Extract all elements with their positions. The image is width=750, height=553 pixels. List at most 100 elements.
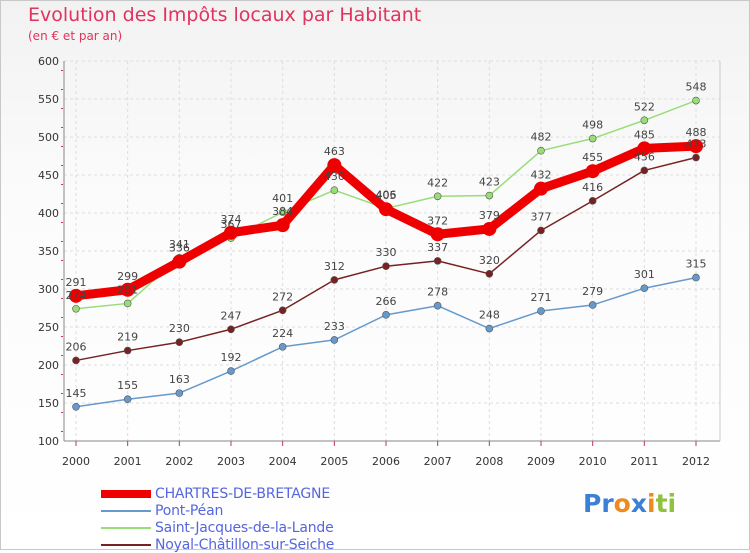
data-point [534, 181, 548, 196]
x-tick-label: 2003 [217, 455, 245, 468]
data-point [275, 218, 290, 233]
data-label: 485 [634, 128, 655, 141]
y-tick-label: 450 [38, 169, 59, 182]
y-tick-label: 250 [38, 321, 59, 334]
legend-item: Saint-Jacques-de-la-Lande [101, 519, 334, 536]
data-label: 247 [221, 309, 242, 322]
data-label: 145 [66, 387, 87, 400]
data-point [327, 158, 342, 173]
y-tick-label: 100 [38, 435, 59, 448]
data-label: 406 [376, 188, 397, 201]
data-point [330, 336, 339, 344]
data-label: 274 [66, 289, 87, 302]
data-point [123, 299, 132, 308]
x-tick-label: 2005 [320, 455, 348, 468]
data-label: 266 [376, 295, 397, 308]
data-point [640, 116, 649, 125]
data-point [692, 273, 700, 282]
data-point [123, 346, 132, 355]
data-label: 367 [221, 218, 242, 231]
data-label: 422 [427, 176, 448, 189]
legend-swatch [101, 526, 151, 529]
y-tick-label: 200 [38, 359, 59, 372]
data-label: 463 [324, 145, 345, 158]
data-point [330, 276, 339, 284]
data-point [72, 304, 80, 313]
data-label: 548 [686, 81, 707, 94]
data-point [120, 282, 135, 297]
data-point [588, 301, 597, 309]
data-label: 315 [686, 258, 707, 271]
data-label: 455 [582, 151, 603, 164]
data-label: 456 [634, 150, 655, 163]
data-point [69, 288, 83, 303]
legend-item: Noyal-Châtillon-sur-Seiche [101, 536, 334, 553]
data-point [433, 192, 442, 201]
data-label: 423 [479, 176, 500, 189]
data-label: 299 [117, 270, 138, 283]
chart-legend: CHARTRES-DE-BRETAGNE Pont-Péan Saint-Jacqu… [101, 485, 334, 553]
data-label: 337 [427, 241, 448, 254]
data-point [224, 225, 238, 240]
data-point [537, 226, 545, 235]
y-tick-label: 150 [38, 397, 59, 410]
data-point [640, 284, 649, 293]
data-point [227, 367, 235, 375]
data-label: 230 [169, 322, 190, 335]
data-point [382, 311, 390, 319]
x-tick-label: 2008 [475, 455, 503, 468]
data-point [278, 208, 287, 217]
legend-label: Noyal-Châtillon-sur-Seiche [155, 536, 335, 553]
data-point [227, 325, 235, 334]
x-tick-label: 2001 [114, 455, 142, 468]
data-point [485, 269, 494, 278]
data-point [175, 389, 184, 397]
data-point [172, 254, 187, 269]
data-point [482, 221, 497, 236]
data-point [379, 202, 393, 217]
data-point [123, 395, 132, 404]
data-label: 522 [634, 100, 655, 113]
x-tick-label: 2012 [682, 455, 710, 468]
data-label: 271 [531, 291, 552, 304]
legend-swatch [101, 489, 151, 498]
data-point [585, 164, 600, 179]
data-point [537, 307, 545, 315]
y-tick-label: 400 [38, 207, 59, 220]
data-point [588, 134, 597, 143]
data-point [689, 139, 703, 154]
data-point [382, 262, 390, 271]
data-label: 272 [272, 290, 293, 303]
proxiti-logo: Proxiti [583, 489, 677, 518]
data-label: 374 [221, 213, 242, 226]
data-point [433, 257, 442, 265]
x-tick-label: 2000 [62, 455, 90, 468]
data-label: 224 [272, 327, 293, 340]
data-point [430, 227, 445, 242]
data-label: 432 [531, 169, 552, 182]
data-label: 416 [582, 181, 603, 194]
data-label: 192 [221, 351, 242, 364]
x-tick-label: 2009 [527, 455, 555, 468]
legend-swatch [101, 509, 151, 512]
data-point [72, 356, 80, 365]
data-point [485, 324, 494, 333]
data-label: 279 [582, 285, 603, 298]
data-label: 163 [169, 373, 190, 386]
data-point [278, 306, 287, 315]
data-point [640, 166, 649, 175]
data-label: 379 [479, 209, 500, 222]
x-tick-label: 2002 [165, 455, 193, 468]
legend-item: Pont-Péan [101, 502, 334, 519]
data-label: 155 [117, 379, 138, 392]
data-point [433, 301, 442, 310]
data-label: 278 [427, 286, 448, 299]
data-label: 219 [117, 331, 138, 344]
data-point [588, 197, 597, 205]
data-point [175, 338, 184, 347]
data-label: 473 [686, 138, 707, 151]
x-tick-label: 2004 [269, 455, 297, 468]
data-point [485, 191, 494, 200]
data-point [537, 146, 545, 155]
